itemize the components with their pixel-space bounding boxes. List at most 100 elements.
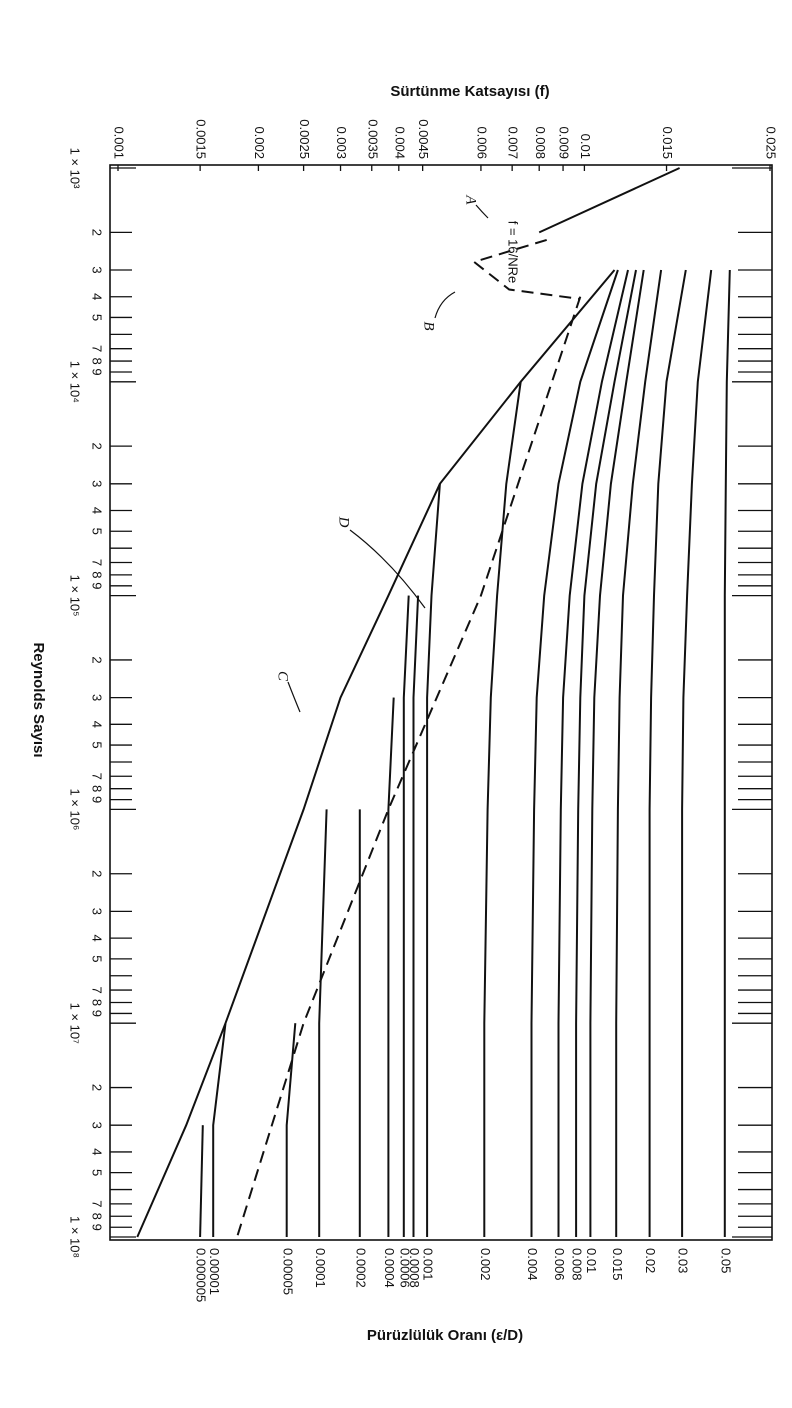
y-tick-label: 0.001 xyxy=(112,126,127,159)
x-tick-label: 2 xyxy=(90,443,105,450)
roughness-label: 0.0008 xyxy=(407,1248,422,1288)
curve xyxy=(318,809,328,1237)
curve xyxy=(471,238,581,300)
x-tick-label: 9 xyxy=(90,1010,105,1017)
y-tick-label: 0.0035 xyxy=(365,119,380,159)
y-tick-label: 0.0015 xyxy=(194,119,209,159)
x-tick-label: 4 xyxy=(90,507,105,514)
x-tick-label: 1 × 10⁵ xyxy=(68,575,83,617)
curve xyxy=(426,483,441,1237)
roughness-label: 0.004 xyxy=(525,1248,540,1281)
curve xyxy=(212,1023,227,1237)
roughness-label: 0.00005 xyxy=(280,1248,295,1295)
plot-frame xyxy=(109,164,773,1241)
x-tick-label: 5 xyxy=(90,314,105,321)
curve xyxy=(615,269,663,1237)
y-tick-label: 0.004 xyxy=(392,126,407,159)
x-tick-label: 3 xyxy=(90,694,105,701)
x-tick-label: 4 xyxy=(90,721,105,728)
x-tick-label: 5 xyxy=(90,741,105,748)
x-tick-label: 8 xyxy=(90,1213,105,1220)
curve xyxy=(402,595,410,1237)
x-tick-label: 1 × 10⁸ xyxy=(68,1216,83,1258)
y-tick-label: 0.007 xyxy=(506,126,521,159)
x-tick-label: 8 xyxy=(90,999,105,1006)
curve xyxy=(648,269,687,1237)
y-tick-label: 0.01 xyxy=(578,134,593,159)
curve xyxy=(199,1125,204,1238)
y-axis-title: Sürtünme Katsayısı (f) xyxy=(390,83,549,100)
curve xyxy=(538,167,681,234)
roughness-label: 0.008 xyxy=(570,1248,585,1281)
curve xyxy=(412,595,420,1237)
curve xyxy=(575,269,637,1237)
curve-letter: B xyxy=(421,321,437,330)
x-tick-label: 1 × 10⁴ xyxy=(68,361,83,403)
roughness-label: 0.0002 xyxy=(353,1248,368,1288)
curve xyxy=(557,269,629,1237)
curve xyxy=(285,1023,297,1237)
x-tick-label: 3 xyxy=(90,908,105,915)
y-tick-label: 0.002 xyxy=(252,126,267,159)
curve xyxy=(136,269,616,1238)
roughness-label: 0.015 xyxy=(610,1248,625,1281)
pointer xyxy=(434,291,456,319)
x-tick-label: 2 xyxy=(90,1084,105,1091)
roughness-label: 0.000005 xyxy=(194,1248,209,1302)
x-tick-label: 9 xyxy=(90,1224,105,1231)
x-tick-label: 7 xyxy=(90,986,105,993)
x-tick-label: 3 xyxy=(90,1122,105,1129)
roughness-label: 0.05 xyxy=(718,1248,733,1273)
curve xyxy=(530,269,619,1237)
roughness-label: 0.002 xyxy=(478,1248,493,1281)
x-tick-label: 7 xyxy=(90,559,105,566)
curve xyxy=(387,697,395,1237)
roughness-label: 0.006 xyxy=(552,1248,567,1281)
roughness-label: 0.0001 xyxy=(313,1248,328,1288)
y-tick-label: 0.0025 xyxy=(297,119,312,159)
x-tick-label: 1 × 10³ xyxy=(68,148,83,190)
x-tick-label: 2 xyxy=(90,656,105,663)
x-tick-label: 4 xyxy=(90,935,105,942)
x-tick-label: 8 xyxy=(90,357,105,364)
curve xyxy=(681,269,713,1237)
roughness-label: 0.03 xyxy=(676,1248,691,1273)
x-tick-label: 4 xyxy=(90,293,105,300)
x-tick-label: 7 xyxy=(90,773,105,780)
curve-letter: C xyxy=(275,671,291,682)
roughness-label: 0.01 xyxy=(584,1248,599,1273)
x-tick-label: 8 xyxy=(90,785,105,792)
curve xyxy=(723,269,731,1237)
curve xyxy=(236,296,582,1238)
curve-letter: D xyxy=(336,516,352,528)
roughness-label: 0.02 xyxy=(643,1248,658,1273)
y-tick-label: 0.003 xyxy=(334,126,349,159)
x-tick-label: 7 xyxy=(90,1200,105,1207)
x-tick-label: 7 xyxy=(90,345,105,352)
y-tick-label: 0.006 xyxy=(474,126,489,159)
x-tick-label: 1 × 10⁶ xyxy=(68,788,83,830)
y-tick-label: 0.0045 xyxy=(416,119,431,159)
laminar-annotation: f = 16/NRe xyxy=(506,221,521,284)
curve xyxy=(483,381,522,1237)
x-tick-label: 5 xyxy=(90,1169,105,1176)
x-tick-label: 9 xyxy=(90,368,105,375)
curve-letter: A xyxy=(463,194,479,205)
x-axis-title: Reynolds Sayısı xyxy=(30,642,47,757)
roughness-label: 0.001 xyxy=(421,1248,436,1281)
roughness-title: Pürüzlülük Oranı (ε/D) xyxy=(367,1327,523,1344)
y-tick-label: 0.015 xyxy=(660,126,675,159)
roughness-label: 0.00001 xyxy=(207,1248,222,1295)
x-tick-label: 5 xyxy=(90,955,105,962)
x-tick-label: 8 xyxy=(90,571,105,578)
y-tick-label: 0.025 xyxy=(764,126,779,159)
pointer xyxy=(475,204,489,219)
x-tick-label: 1 × 10⁷ xyxy=(68,1003,83,1045)
roughness-label: 0.0006 xyxy=(397,1248,412,1288)
curve xyxy=(589,269,645,1237)
x-tick-label: 4 xyxy=(90,1148,105,1155)
x-tick-label: 9 xyxy=(90,796,105,803)
x-tick-label: 3 xyxy=(90,266,105,273)
x-tick-label: 5 xyxy=(90,528,105,535)
